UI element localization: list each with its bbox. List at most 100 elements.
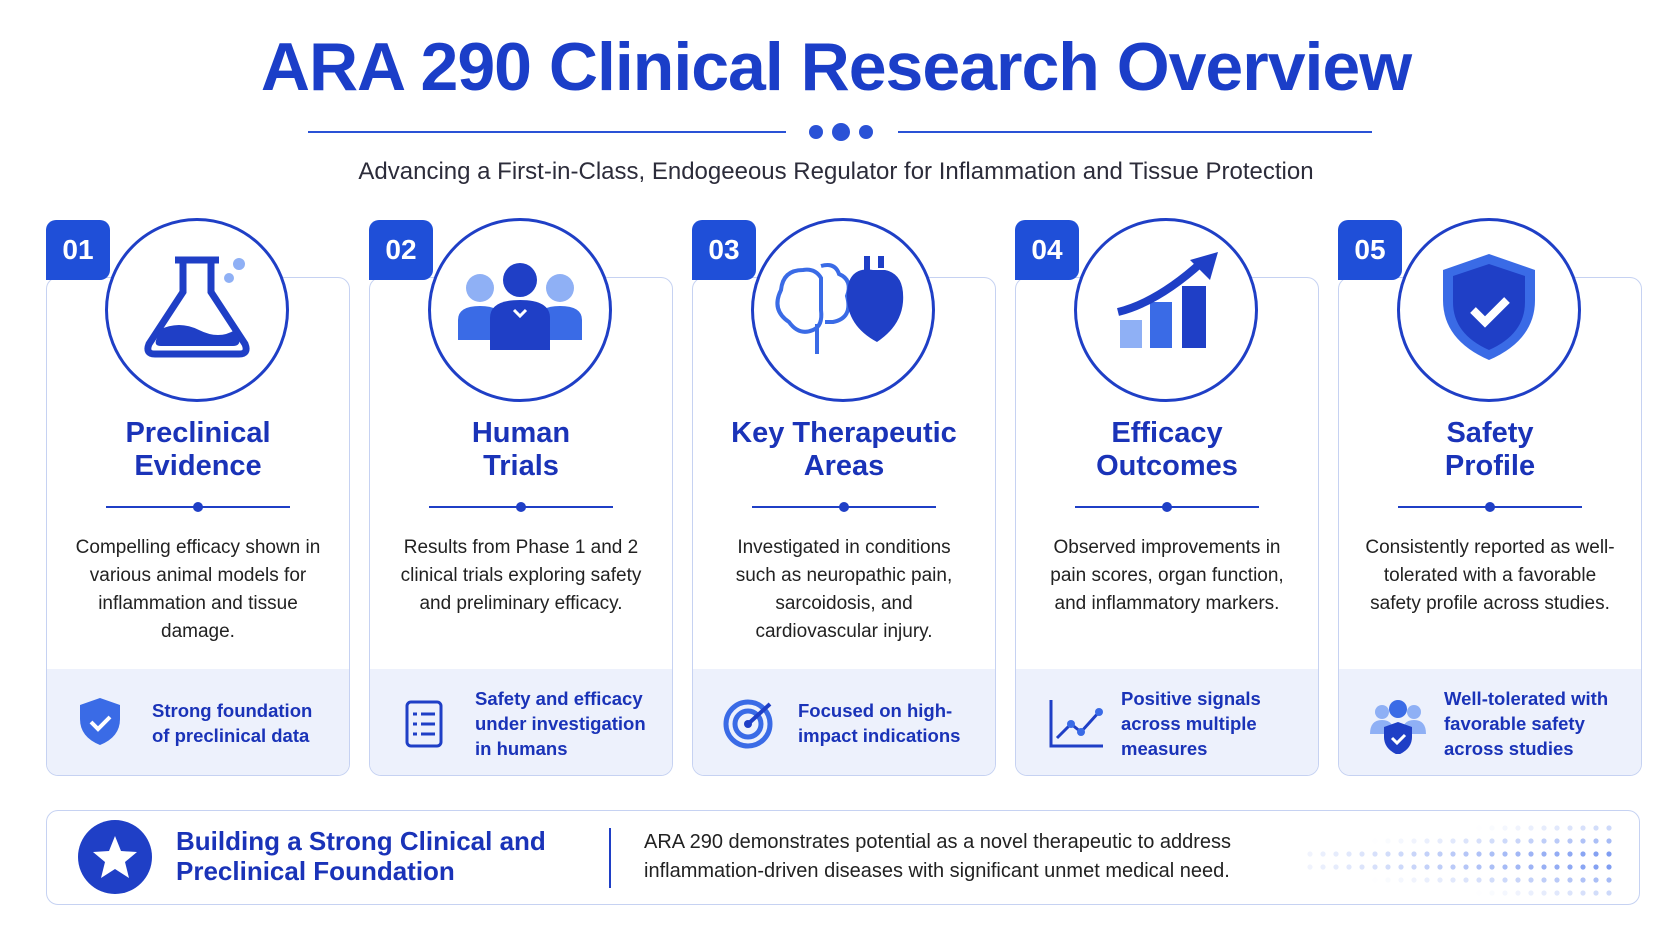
card <box>692 277 996 776</box>
dot <box>1450 864 1456 870</box>
footer-banner <box>46 810 1640 905</box>
dot <box>1437 864 1443 870</box>
dot <box>1424 877 1430 883</box>
dot <box>1606 851 1612 857</box>
highlight-line: Positive signals <box>1121 687 1261 709</box>
dot <box>1372 877 1377 882</box>
highlight-text: Focused on high-impact indications <box>798 698 960 748</box>
dot <box>1528 890 1534 896</box>
dot <box>1528 851 1534 857</box>
dot <box>1411 877 1417 883</box>
highlight-line: of preclinical data <box>152 725 310 746</box>
icon <box>775 256 904 354</box>
separator <box>609 828 611 888</box>
dot <box>1346 851 1352 857</box>
dot <box>1515 851 1521 857</box>
dot <box>1463 864 1469 870</box>
card-number: 04 <box>1015 220 1079 280</box>
dot <box>1489 851 1495 857</box>
star-icon <box>78 820 152 894</box>
dot <box>1476 890 1481 895</box>
card-description: Investigated in conditions such as neuro… <box>735 537 953 642</box>
card-description: Compelling efficacy shown in various ani… <box>75 537 321 642</box>
dot <box>1307 851 1313 857</box>
dot <box>1424 838 1430 844</box>
dot <box>1567 877 1573 883</box>
dot <box>1515 864 1521 870</box>
card-title: Safety Profile <box>1338 417 1642 483</box>
dot <box>1476 838 1482 844</box>
icon <box>1116 252 1218 348</box>
dot <box>1385 851 1391 857</box>
dot <box>1593 838 1599 844</box>
highlight-icon <box>399 694 465 759</box>
icon-circle <box>428 218 612 402</box>
dot <box>1515 838 1521 844</box>
dot <box>1359 851 1365 857</box>
dot <box>1580 864 1586 870</box>
dot <box>1567 864 1573 870</box>
card-divider <box>106 500 290 519</box>
dot <box>1528 877 1534 883</box>
dot <box>1593 851 1599 857</box>
dot <box>1541 838 1547 844</box>
highlight-icon-graphic <box>80 698 120 745</box>
dot <box>1359 864 1365 870</box>
title-line: Safety <box>1446 417 1534 449</box>
highlight-icon-graphic <box>405 700 443 748</box>
dot <box>1424 851 1430 857</box>
dot <box>1424 864 1430 870</box>
dot <box>1580 890 1586 896</box>
dot <box>1606 890 1612 896</box>
title: ARA 290 Clinical Research Overview <box>260 29 1412 105</box>
dot <box>1450 838 1456 844</box>
dot <box>1541 890 1547 896</box>
dot <box>1346 864 1352 870</box>
title-line: Preclinical <box>125 417 271 449</box>
card-divider-graphic <box>752 502 936 512</box>
dot <box>1502 877 1508 883</box>
title-line: Human <box>471 417 571 449</box>
dot <box>1450 877 1456 883</box>
dot <box>1554 838 1560 844</box>
dot <box>1502 851 1508 857</box>
dot <box>1333 851 1339 857</box>
icon <box>458 263 582 350</box>
card-number: 05 <box>1338 220 1402 280</box>
dot <box>1606 838 1612 844</box>
dot <box>1502 825 1508 831</box>
dot <box>1567 890 1573 896</box>
dot <box>1554 877 1560 883</box>
title-line: Evidence <box>134 450 262 482</box>
highlight-icon <box>1045 694 1111 759</box>
dot <box>1489 890 1495 896</box>
card-number: 02 <box>369 220 433 280</box>
dot <box>1411 838 1417 844</box>
dot <box>1580 851 1586 857</box>
dot <box>1502 864 1508 870</box>
highlight-icon-graphic <box>1370 700 1426 755</box>
dot <box>1372 851 1378 857</box>
dot <box>1580 838 1586 844</box>
dot <box>1606 877 1612 883</box>
icon-circle <box>751 218 935 402</box>
dot <box>1437 838 1443 844</box>
highlight-line: Strong foundation <box>152 700 313 721</box>
card-description: Consistently reported as well-tolerated … <box>1365 537 1615 614</box>
dot <box>1515 825 1521 831</box>
title-line: Trials <box>483 450 559 482</box>
dot <box>1437 851 1443 857</box>
dot <box>1593 877 1599 883</box>
highlight-line: Safety and efficacy <box>475 687 643 709</box>
highlight-text: Well-tolerated with favorable safety acros… <box>1444 686 1608 761</box>
title-line: Key Therapeutic <box>731 417 957 449</box>
dot <box>1541 851 1547 857</box>
highlight-line: impact indications <box>798 725 961 746</box>
heading-line: Building a Strong Clinical and <box>176 826 546 856</box>
card-divider <box>1398 500 1582 519</box>
dot <box>1372 864 1378 870</box>
dot-pattern <box>1307 825 1612 896</box>
highlight-line: measures <box>1121 737 1208 759</box>
dot <box>1515 890 1521 896</box>
